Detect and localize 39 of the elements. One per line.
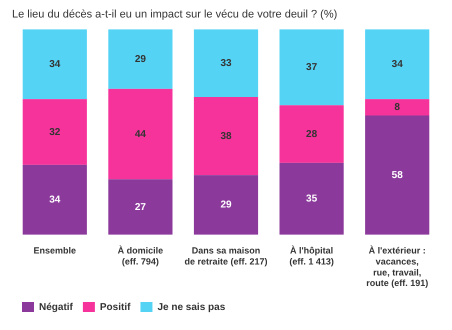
data-label: 27 — [134, 202, 146, 213]
x-tick-label: Dans sa maison de retraite (eff. 217) — [184, 246, 268, 266]
data-label: 29 — [220, 200, 232, 211]
legend-label: Je ne sais pas — [157, 302, 226, 313]
data-label: 29 — [134, 54, 146, 65]
x-tick-label: À l'extérieur : vacances, rue, travail, route (eff. 191) — [366, 246, 428, 288]
data-label: 34 — [49, 194, 61, 206]
data-label: 44 — [134, 128, 146, 140]
legend-label: Positif — [100, 302, 132, 313]
data-label: 34 — [49, 58, 61, 70]
bar — [194, 29, 258, 98]
bar — [365, 116, 430, 235]
bar — [365, 29, 430, 100]
bar — [22, 29, 87, 100]
bar — [22, 99, 87, 165]
bar — [22, 164, 87, 235]
bar — [194, 97, 258, 176]
legend-label: Négatif — [39, 302, 74, 313]
data-label: 58 — [392, 170, 404, 181]
data-label: 37 — [306, 62, 318, 73]
bar — [194, 175, 258, 235]
x-tick-label: À l'hôpital (eff. 1 413) — [289, 246, 334, 266]
bar — [108, 179, 172, 235]
data-label: 32 — [49, 126, 61, 138]
bar — [108, 29, 172, 89]
data-label: 38 — [220, 130, 232, 142]
chart-title: Le lieu du décès a-t-il eu un impact sur le vécu de votre deuil ? (%) — [12, 8, 338, 21]
x-tick-label: Ensemble — [34, 246, 76, 256]
data-label: 34 — [392, 58, 404, 70]
bar — [280, 29, 344, 106]
bar — [280, 162, 344, 235]
data-label: 28 — [306, 128, 318, 140]
bar — [108, 88, 172, 180]
data-label: 33 — [220, 58, 232, 69]
x-tick-label: À domicile (eff. 794) — [118, 246, 164, 266]
data-label: 35 — [306, 194, 318, 205]
data-label: 8 — [394, 102, 400, 114]
bar — [365, 99, 430, 116]
bar — [280, 105, 344, 163]
